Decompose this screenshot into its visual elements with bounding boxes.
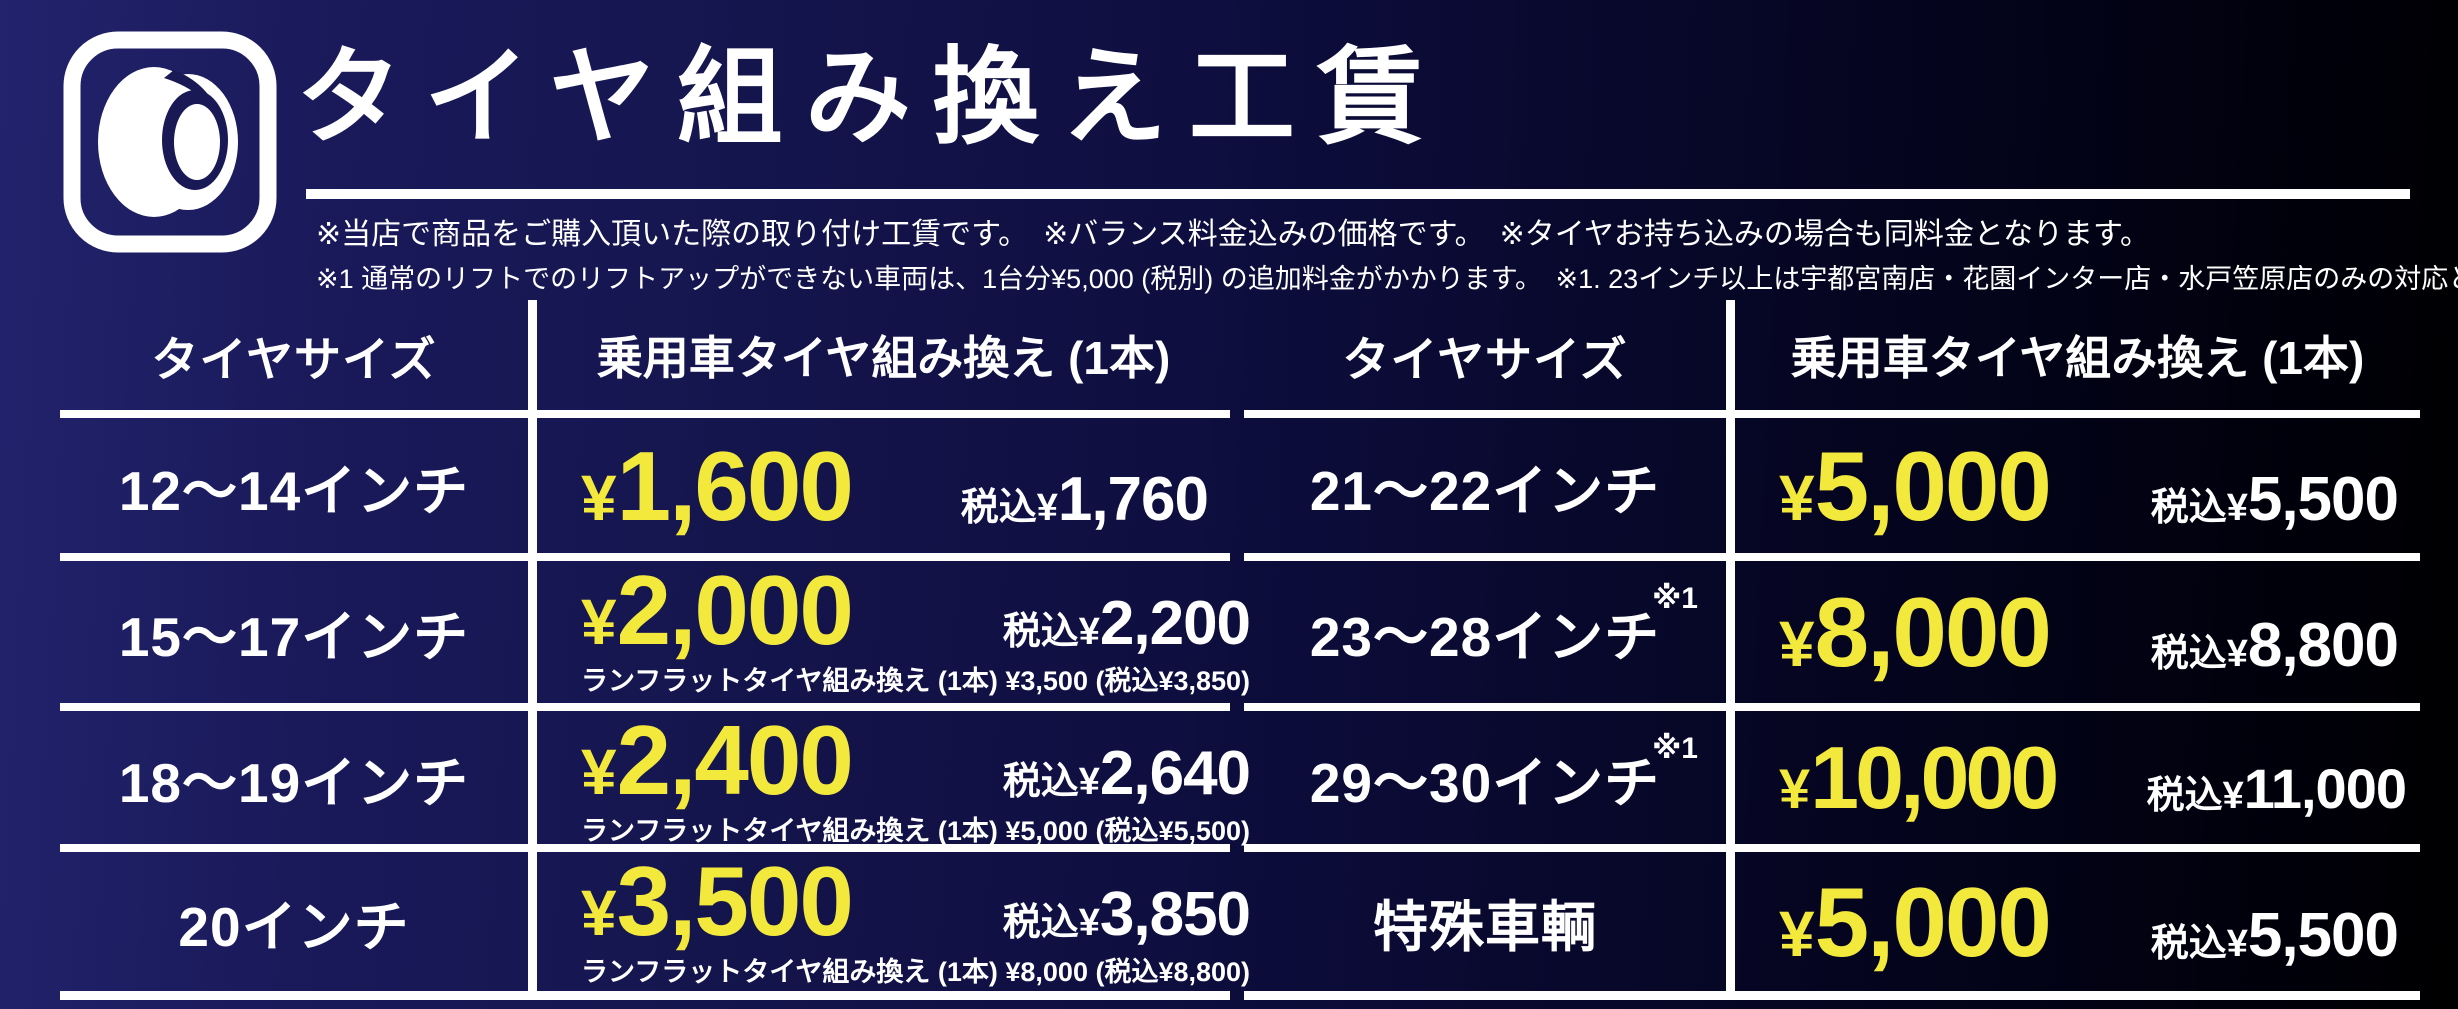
tax-value: 2,640 xyxy=(1099,739,1251,808)
size-cell: 20インチ xyxy=(178,895,410,958)
price-cell: ¥2,400 税込¥ 2,640 ランフラットタイヤ組み換え (1本) ¥5,00… xyxy=(537,705,1272,846)
price-value: 2,000 xyxy=(616,555,854,665)
column-header-price: 乗用車タイヤ組み換え (1本) xyxy=(1790,332,2365,384)
price-cell: ¥2,000 税込¥ 2,200 ランフラットタイヤ組み換え (1本) ¥3,50… xyxy=(537,561,1272,703)
tax-value: 3,850 xyxy=(1099,880,1251,949)
tax-value: 2,200 xyxy=(1099,589,1251,658)
price-cell: ¥1,600 税込¥ 1,760 xyxy=(537,418,1230,553)
yen-sign: ¥ xyxy=(581,586,617,658)
yen-sign: ¥ xyxy=(1779,608,1815,680)
footnote-mark: ※1 xyxy=(1652,732,1698,765)
size-cell: 特殊車輌 xyxy=(1372,895,1597,958)
column-header-size: タイヤサイズ xyxy=(1342,332,1628,386)
table-row: 12〜14インチ ¥1,600 税込¥ 1,760 xyxy=(60,410,1230,553)
yen-sign: ¥ xyxy=(581,877,617,949)
price-table-right: タイヤサイズ 乗用車タイヤ組み換え (1本) 21〜22インチ ¥5,000 税… xyxy=(1244,300,2420,1000)
tax-label: 税込¥ xyxy=(960,486,1058,529)
size-cell: 12〜14インチ xyxy=(118,459,470,522)
price-value: 8,000 xyxy=(1814,577,2052,687)
tax-label: 税込¥ xyxy=(2150,922,2248,965)
tax-label: 税込¥ xyxy=(2150,633,2248,675)
tax-label: 税込¥ xyxy=(1002,611,1100,653)
tax-value: 11,000 xyxy=(2243,756,2407,820)
price-table-left: タイヤサイズ 乗用車タイヤ組み換え (1本) 12〜14インチ ¥1,600 税… xyxy=(60,300,1251,1000)
table-row: 20インチ ¥3,500 税込¥ 3,850 ランフラットタイヤ組み換え (1本)… xyxy=(60,844,1251,991)
price-cell: ¥3,500 税込¥ 3,850 ランフラットタイヤ組み換え (1本) ¥8,00… xyxy=(537,852,1272,991)
tax-label: 税込¥ xyxy=(2150,486,2248,529)
tax-label: 税込¥ xyxy=(1002,761,1100,803)
table-header-row: タイヤサイズ 乗用車タイヤ組み換え (1本) xyxy=(60,300,1230,410)
tax-label: 税込¥ xyxy=(2146,774,2244,817)
table-bottom-border xyxy=(1244,991,2420,1000)
table-row: 23〜28インチ ※1 ¥8,000 税込¥ 8,800 xyxy=(1244,553,2420,703)
yen-sign: ¥ xyxy=(1779,756,1811,820)
size-cell: 23〜28インチ xyxy=(1309,606,1661,668)
yen-sign: ¥ xyxy=(1779,461,1815,534)
tire-icon xyxy=(62,30,278,254)
price-value: 10,000 xyxy=(1810,727,2059,827)
yen-sign: ¥ xyxy=(581,461,617,534)
note-line-2: ※1 通常のリフトでのリフトアップができない車両は、1台分¥5,000 (税別)… xyxy=(316,264,2458,294)
price-value: 5,000 xyxy=(1814,866,2052,977)
runflat-note: ランフラットタイヤ組み換え (1本) ¥5,000 (税込¥5,500) xyxy=(581,816,1251,846)
size-cell: 29〜30インチ xyxy=(1309,751,1661,814)
page-title: タイヤ組み換え工賃 xyxy=(296,39,1445,157)
footnote-mark: ※1 xyxy=(1652,582,1698,615)
price-value: 5,000 xyxy=(1814,430,2052,541)
table-row: 29〜30インチ ※1 ¥10,000 税込¥ 11,000 xyxy=(1244,703,2420,844)
price-value: 1,600 xyxy=(616,430,854,541)
tax-label: 税込¥ xyxy=(1002,902,1100,944)
table-row: 21〜22インチ ¥5,000 税込¥ 5,500 xyxy=(1244,410,2420,553)
yen-sign: ¥ xyxy=(1779,897,1815,970)
column-divider xyxy=(1726,300,1735,1000)
price-cell: ¥5,000 税込¥ 5,500 xyxy=(1735,418,2420,553)
runflat-note: ランフラットタイヤ組み換え (1本) ¥3,500 (税込¥3,850) xyxy=(581,666,1251,696)
price-cell: ¥10,000 税込¥ 11,000 xyxy=(1735,711,2420,844)
tax-value: 1,760 xyxy=(1057,464,1209,534)
table-row: 15〜17インチ ¥2,000 税込¥ 2,200 ランフラットタイヤ組み換え (… xyxy=(60,553,1251,703)
yen-sign: ¥ xyxy=(581,736,617,808)
column-header-price: 乗用車タイヤ組み換え (1本) xyxy=(596,332,1171,384)
table-header-row: タイヤサイズ 乗用車タイヤ組み換え (1本) xyxy=(1244,300,2420,410)
size-cell: 18〜19インチ xyxy=(118,751,470,814)
price-value: 2,400 xyxy=(616,705,854,815)
note-line-1: ※当店で商品をご購入頂いた際の取り付け工賃です。 ※バランス料金込みの価格です。… xyxy=(316,218,2151,251)
size-cell: 15〜17インチ xyxy=(118,606,470,668)
price-cell: ¥8,000 税込¥ 8,800 xyxy=(1735,561,2420,703)
column-header-size: タイヤサイズ xyxy=(151,332,437,386)
tax-value: 5,500 xyxy=(2247,900,2399,970)
column-divider xyxy=(528,300,537,1000)
price-value: 3,500 xyxy=(616,846,854,956)
title-underline xyxy=(306,189,2410,199)
table-bottom-border xyxy=(60,991,1230,1000)
tax-value: 8,800 xyxy=(2247,611,2399,680)
price-cell: ¥5,000 税込¥ 5,500 xyxy=(1735,852,2420,991)
table-row: 18〜19インチ ¥2,400 税込¥ 2,640 ランフラットタイヤ組み換え (… xyxy=(60,703,1251,846)
table-row: 特殊車輌 ¥5,000 税込¥ 5,500 xyxy=(1244,844,2420,991)
runflat-note: ランフラットタイヤ組み換え (1本) ¥8,000 (税込¥8,800) xyxy=(581,957,1251,987)
tax-value: 5,500 xyxy=(2247,464,2399,534)
size-cell: 21〜22インチ xyxy=(1309,459,1661,522)
